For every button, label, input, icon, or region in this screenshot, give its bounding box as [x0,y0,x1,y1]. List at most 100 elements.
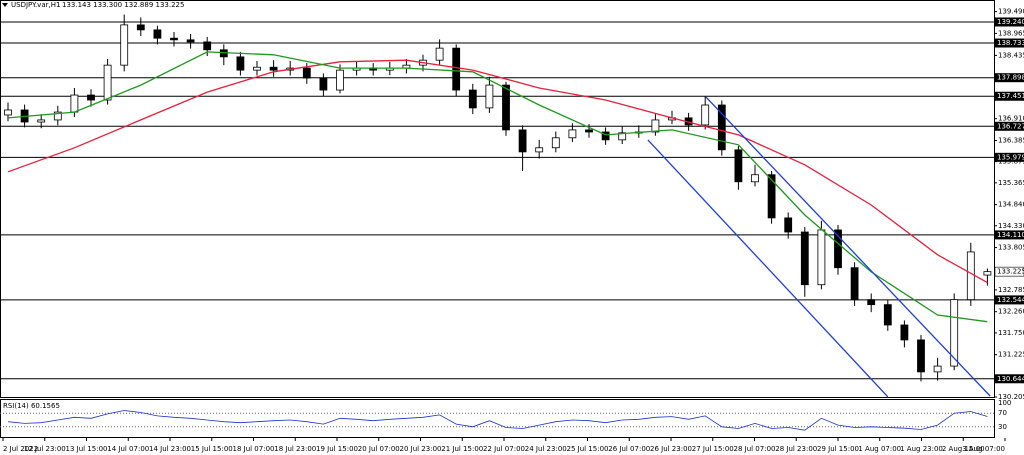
rsi-tick-label: 100 [998,399,1011,407]
level-box [995,17,1024,27]
level-box [995,73,1024,83]
candle-body [468,89,477,109]
current-price-label: 133.225 [997,268,1024,276]
level-box [995,121,1024,131]
candle-body [170,37,178,41]
level-label: 130.644 [997,375,1024,383]
candle-body [966,251,975,301]
rsi-frame [0,399,995,438]
level-box [995,38,1024,48]
x-tick-label: 14 Jul 23:00 [149,445,191,453]
x-tick-label: 21 Jul 15:00 [441,445,483,453]
candle-body [867,299,876,306]
level-label: 136.727 [997,122,1024,130]
candle-body [136,24,145,31]
candle-body [784,217,793,233]
rsi-tick-label: 30 [998,423,1007,431]
y-tick-label: 136.385 [998,136,1024,144]
candle-body [87,94,95,101]
rsi-title: RSI(14) 60.1565 [3,402,60,410]
candle-body [153,29,162,39]
candle-body [551,137,560,149]
y-tick-label: 138.435 [998,51,1024,59]
candle-body [717,104,726,151]
candle-body [834,229,842,269]
y-tick-label: 132.785 [998,286,1024,294]
y-tick-label: 135.365 [998,179,1024,187]
y-tick-label: 134.840 [998,201,1024,209]
x-tick-label: 2 Jul 2022 [3,445,38,453]
x-tick-label: 12 Jul 23:00 [24,445,66,453]
candle-body [203,41,212,51]
level-label: 138.733 [997,39,1024,47]
x-tick-label: 18 Jul 23:00 [274,445,316,453]
level-label: 135.979 [997,153,1024,161]
x-tick-label: 19 Jul 15:00 [316,445,358,453]
moving-average [7,59,988,284]
candle-body [37,119,46,123]
candle-body [800,231,809,286]
x-tick-label: 13 Jul 15:00 [66,445,108,453]
candle-body [817,229,826,286]
candle-body [601,131,610,141]
level-box [995,374,1024,384]
x-tick-label: 20 Jul 07:00 [358,445,400,453]
candle-body [585,129,593,133]
candle-body [568,129,577,139]
rsi-line [7,410,988,431]
level-label: 134.110 [997,231,1024,239]
x-tick-label: 26 Jul 07:00 [608,445,650,453]
y-tick-label: 138.965 [998,29,1024,37]
x-tick-label: 28 Jul 07:00 [734,445,776,453]
moving-average [7,51,988,323]
x-tick-label: 29 Jul 15:00 [817,445,859,453]
candle-body [319,77,328,91]
candle-body [518,129,527,153]
candle-body [651,119,660,133]
y-tick-label: 139.490 [998,8,1024,16]
y-tick-label: 133.805 [998,244,1024,252]
x-tick-label: 28 Jul 23:00 [775,445,817,453]
y-tick-label: 131.750 [998,329,1024,337]
x-tick-label: 18 Jul 07:00 [233,445,275,453]
x-tick-label: 3 Aug 07:00 [962,445,1005,453]
candle-body [751,174,759,183]
candle-body [70,94,79,113]
candle-body [186,39,195,43]
candle-body [485,84,494,109]
x-tick-label: 1 Aug 23:00 [900,445,943,453]
candle-body [103,64,112,101]
candle-body [435,47,444,61]
candle-body [452,47,461,91]
level-box [995,295,1024,305]
candle-body [983,271,992,276]
x-tick-label: 22 Jul 07:00 [483,445,525,453]
trend-line [647,139,889,398]
candle-body [701,104,710,126]
candle-body [950,299,959,367]
y-tick-label: 131.225 [998,351,1024,359]
candle-body [502,84,510,131]
level-box [995,91,1024,101]
current-price-box [994,266,1024,277]
candle-body [236,56,245,71]
level-label: 139.240 [997,18,1024,26]
candle-body [900,324,909,341]
chart-title: USDJPY.var,H1 [11,1,60,9]
y-tick-label: 134.330 [998,222,1024,230]
level-label: 137.451 [997,92,1024,100]
main-frame [0,0,995,398]
x-tick-label: 20 Jul 23:00 [400,445,442,453]
y-tick-label: 132.260 [998,308,1024,316]
candle-body [269,66,278,71]
x-tick-label: 27 Jul 15:00 [692,445,734,453]
y-tick-label: 130.205 [998,393,1024,401]
candle-body [302,67,311,79]
x-tick-label: 15 Jul 15:00 [191,445,233,453]
candle-body [336,69,344,91]
y-tick-label: 136.910 [998,115,1024,123]
level-box [995,230,1024,240]
trend-line [705,96,991,397]
x-tick-label: 24 Jul 23:00 [525,445,567,453]
x-tick-label: 26 Jul 23:00 [650,445,692,453]
